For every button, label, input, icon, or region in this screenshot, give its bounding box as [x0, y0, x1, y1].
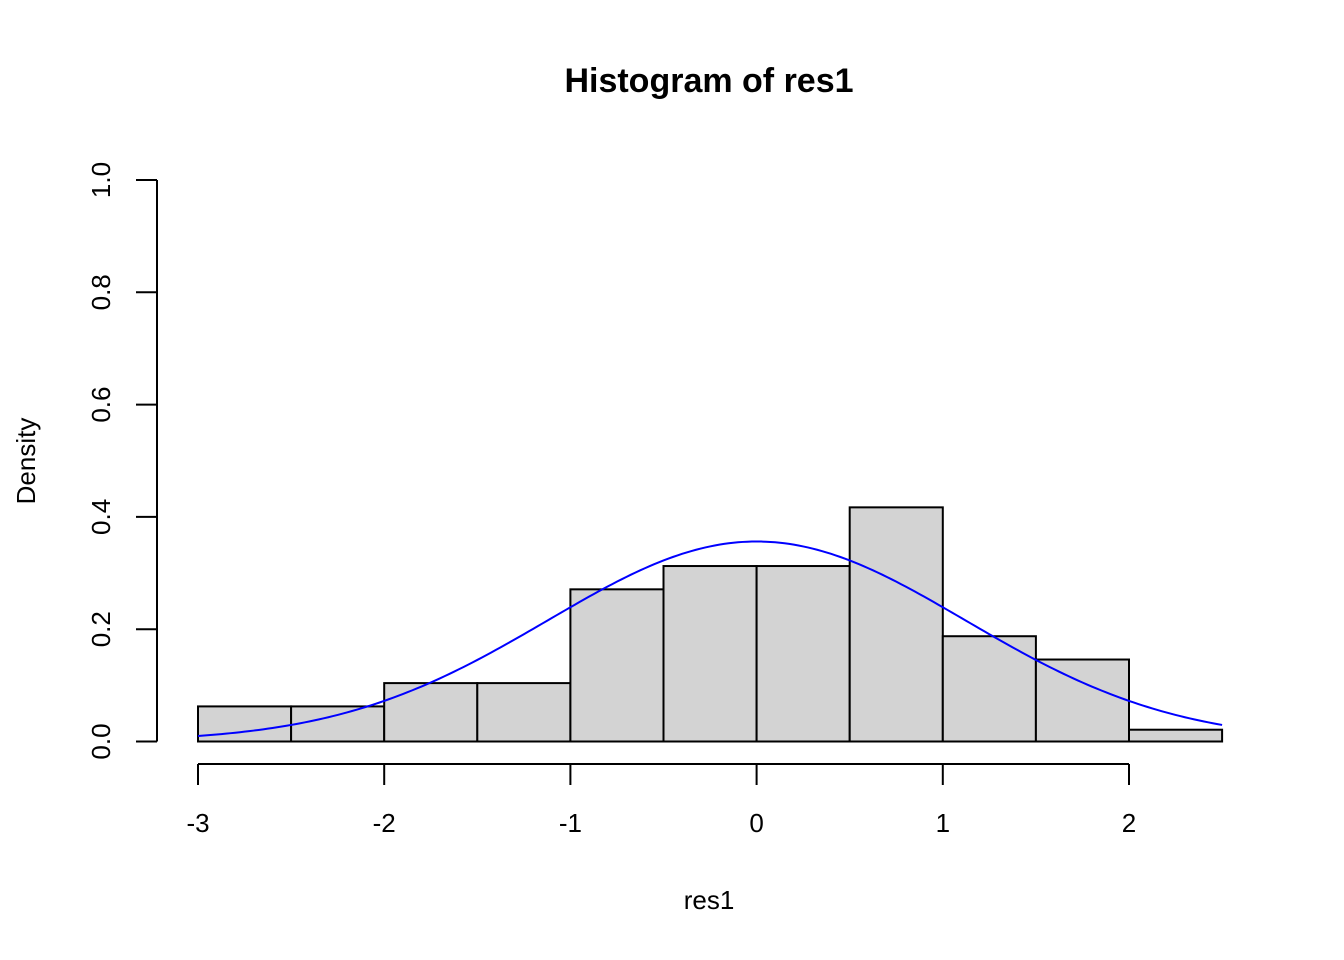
y-tick-label: 0.8 [86, 274, 116, 310]
histogram-bar-8 [848, 506, 944, 743]
histogram-bar-11 [1128, 728, 1224, 743]
histogram-bar-10 [1034, 658, 1131, 743]
x-axis-label: res1 [684, 885, 735, 915]
y-axis: 0.0 0.2 0.4 0.6 0.8 1.0 [86, 162, 158, 760]
normal-density-curve [197, 540, 1223, 737]
x-tick-label: 0 [749, 808, 763, 838]
y-axis-label: Density [11, 418, 41, 505]
y-tick-label: 0.0 [86, 723, 116, 759]
histogram-bar-1 [197, 705, 293, 743]
x-tick-label: -2 [373, 808, 396, 838]
histogram-bar-3 [383, 682, 479, 743]
y-tick-label: 0.6 [86, 387, 116, 423]
histogram-bar-9 [941, 635, 1037, 743]
chart-title: Histogram of res1 [564, 62, 853, 100]
histogram-bar-6 [662, 565, 758, 743]
x-tick-label: 1 [936, 808, 950, 838]
x-tick-label: -1 [559, 808, 582, 838]
histogram-bar-4 [476, 682, 572, 743]
y-tick-label: 0.4 [86, 499, 116, 535]
histogram-bar-5 [569, 588, 665, 743]
histogram-bar-2 [290, 705, 386, 743]
histogram-bar-7 [755, 565, 851, 743]
x-axis: -3 -2 -1 0 1 2 [186, 763, 1136, 838]
y-tick-label: 1.0 [86, 162, 116, 198]
x-tick-label: -3 [186, 808, 209, 838]
x-tick-label: 2 [1122, 808, 1136, 838]
y-tick-label: 0.2 [86, 611, 116, 647]
bars-group [197, 506, 1224, 743]
